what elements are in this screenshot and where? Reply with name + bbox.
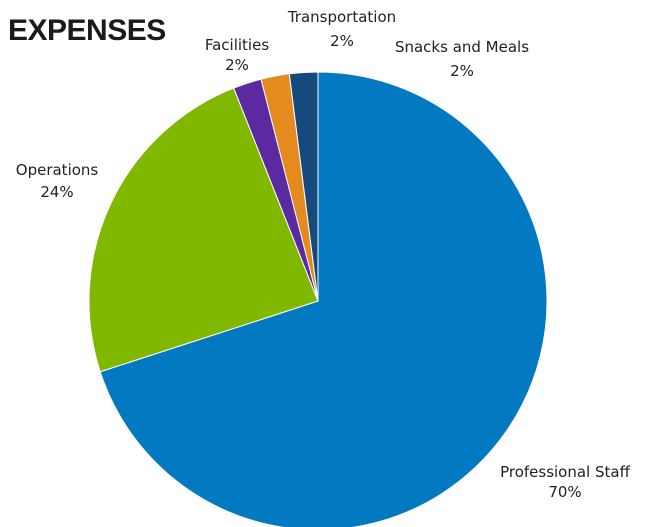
slice-label: Facilities	[205, 36, 269, 54]
slice-percent-label: 24%	[40, 183, 73, 201]
chart-title: EXPENSES	[8, 14, 166, 47]
slice-percent-label: 2%	[450, 62, 474, 80]
slice-label: Operations	[16, 161, 99, 179]
pie-slice-professional-staff	[99, 71, 548, 527]
pie-labels: Professional Staff 70% Operations 24% Facili…	[16, 8, 631, 501]
pie-slice-operations	[88, 87, 319, 373]
slice-percent-label: 70%	[548, 483, 581, 501]
pie-slice-snacks-and-meals	[288, 71, 319, 302]
slice-label: Transportation	[287, 8, 396, 26]
pie-slices	[88, 71, 548, 527]
slice-percent-label: 2%	[330, 32, 354, 50]
slice-label: Snacks and Meals	[395, 38, 529, 56]
slice-percent-label: 2%	[225, 56, 249, 74]
slice-label: Professional Staff	[500, 463, 631, 481]
